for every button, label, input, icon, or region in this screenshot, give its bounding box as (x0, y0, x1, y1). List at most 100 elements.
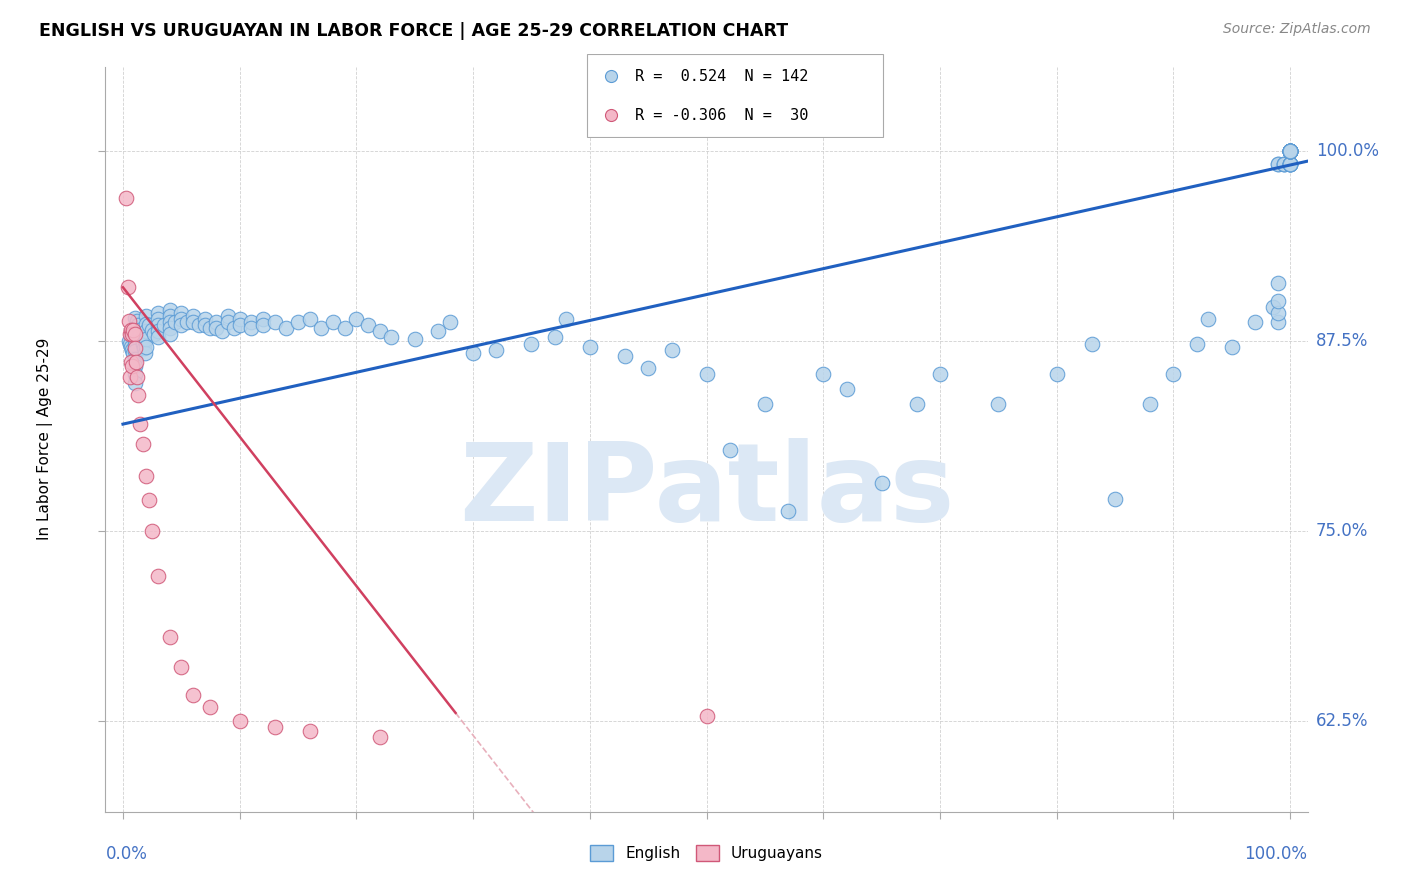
Point (835, 382, 858, 396)
Point (228, 714, 250, 728)
Point (1279, 144, 1302, 158)
Point (222, 321, 245, 335)
Point (132, 437, 155, 451)
Point (599, 108, 621, 122)
Point (380, 330, 402, 344)
Point (357, 318, 380, 333)
Point (115, 191, 138, 205)
Point (661, 343, 683, 357)
Point (1267, 315, 1289, 329)
Point (333, 321, 356, 335)
Point (170, 312, 193, 326)
Point (485, 343, 508, 357)
Text: 100.0%: 100.0% (1244, 846, 1308, 863)
Point (1267, 276, 1289, 290)
Point (287, 315, 309, 329)
Text: 100.0%: 100.0% (1316, 142, 1379, 160)
Point (120, 340, 142, 354)
Point (135, 340, 157, 354)
Point (1080, 336, 1102, 351)
Point (138, 493, 160, 508)
Point (118, 327, 141, 342)
Legend: English, Uruguayans: English, Uruguayans (583, 839, 830, 867)
Point (135, 309, 157, 323)
Point (194, 312, 217, 326)
Point (124, 344, 146, 359)
Point (217, 315, 239, 329)
Point (929, 367, 952, 381)
Point (135, 332, 157, 346)
Point (368, 730, 391, 744)
Point (135, 325, 157, 339)
Point (217, 309, 239, 323)
Point (121, 327, 143, 342)
Point (1279, 144, 1302, 158)
Point (143, 327, 166, 342)
Point (181, 315, 204, 329)
Point (1279, 157, 1302, 171)
Point (128, 323, 150, 337)
Text: In Labor Force | Age 25-29: In Labor Force | Age 25-29 (38, 338, 53, 541)
Point (718, 442, 741, 457)
Point (205, 321, 228, 335)
Point (124, 327, 146, 342)
Point (176, 315, 198, 329)
Point (1279, 157, 1302, 171)
Point (205, 315, 228, 329)
Point (987, 397, 1010, 411)
Text: 75.0%: 75.0% (1316, 522, 1368, 540)
Point (754, 397, 776, 411)
Point (159, 315, 181, 329)
Point (778, 504, 800, 518)
Point (344, 312, 367, 326)
Point (1279, 157, 1302, 171)
Point (1046, 367, 1069, 381)
Point (122, 323, 145, 337)
Point (159, 327, 181, 342)
Point (298, 724, 321, 739)
Point (322, 315, 344, 329)
Point (263, 315, 285, 329)
Point (181, 688, 204, 702)
Point (124, 367, 146, 381)
Point (905, 397, 928, 411)
Point (1279, 144, 1302, 158)
Point (129, 417, 152, 431)
Point (228, 318, 250, 333)
Point (129, 327, 152, 342)
Point (121, 359, 143, 374)
Point (1279, 144, 1302, 158)
Point (439, 315, 461, 329)
Point (159, 303, 181, 318)
Point (131, 332, 153, 346)
Point (159, 321, 181, 335)
Point (117, 280, 139, 294)
Point (1279, 144, 1302, 158)
Point (138, 318, 160, 333)
Point (141, 323, 163, 337)
Point (122, 345, 145, 359)
Point (132, 341, 155, 355)
Point (124, 341, 146, 355)
Point (124, 351, 146, 366)
Point (194, 318, 217, 333)
Point (1267, 293, 1289, 308)
Point (696, 367, 718, 381)
Point (124, 338, 146, 352)
FancyBboxPatch shape (586, 54, 883, 137)
Point (1279, 144, 1302, 158)
Point (170, 318, 193, 333)
Point (1272, 157, 1295, 171)
Point (146, 312, 169, 326)
Point (1267, 157, 1289, 171)
Point (211, 325, 233, 339)
Point (1279, 144, 1302, 158)
Point (228, 312, 250, 326)
Point (555, 312, 578, 326)
Point (613, 349, 636, 363)
Point (146, 330, 169, 344)
Point (870, 476, 893, 491)
Point (1244, 315, 1267, 329)
Point (170, 660, 193, 674)
Point (298, 312, 321, 326)
